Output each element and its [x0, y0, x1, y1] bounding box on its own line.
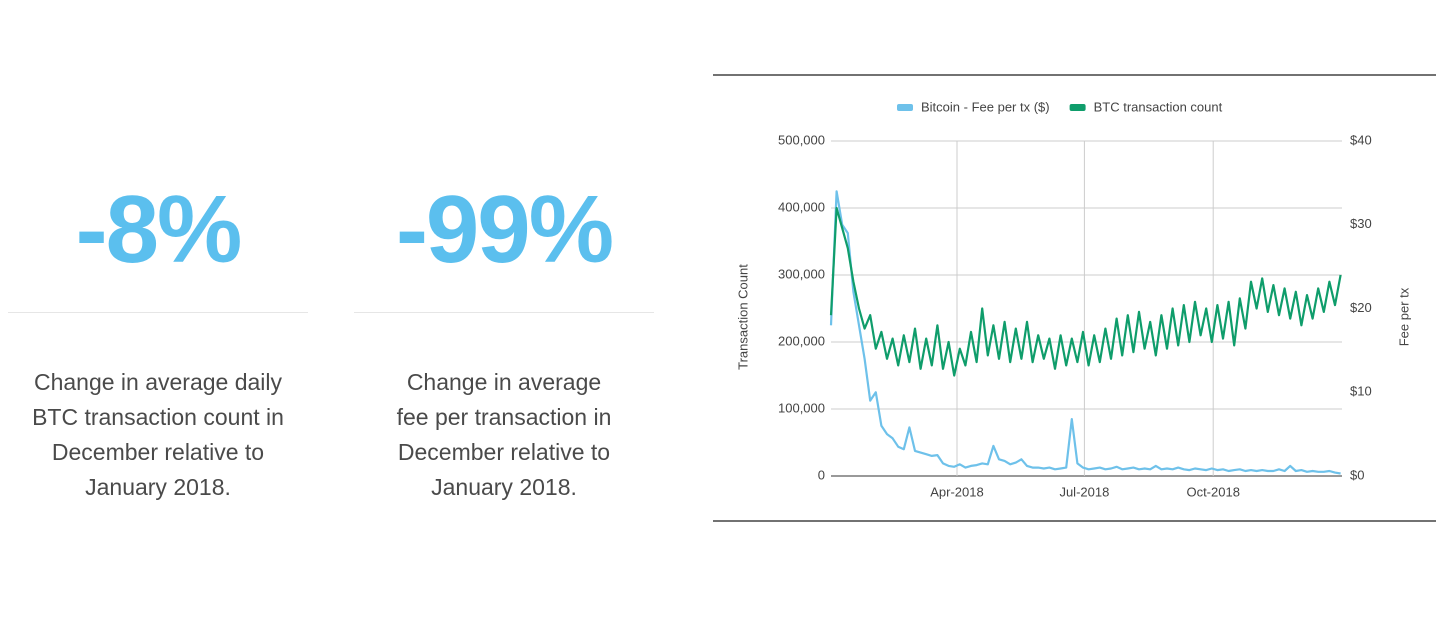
y-tick-label: 100,000 [778, 400, 825, 415]
divider [8, 312, 308, 313]
y-tick-label: 300,000 [778, 266, 825, 281]
y-axis-title: Transaction Count [735, 264, 750, 370]
legend-label: BTC transaction count [1094, 99, 1223, 114]
y2-tick-label: $0 [1350, 467, 1364, 482]
y-tick-label: 400,000 [778, 199, 825, 214]
y2-tick-label: $20 [1350, 300, 1372, 315]
stat-value: -99% [395, 176, 614, 283]
y2-tick-label: $10 [1350, 384, 1372, 399]
y2-tick-label: $30 [1350, 216, 1372, 231]
stat-card: -8% Change in average daily BTC transact… [8, 170, 308, 505]
y-tick-label: 0 [818, 467, 825, 482]
x-tick-label: Oct-2018 [1186, 484, 1239, 499]
stat-value: -8% [75, 176, 243, 283]
divider [354, 312, 654, 313]
y-tick-label: 200,000 [778, 333, 825, 348]
y-tick-label: 500,000 [778, 132, 825, 147]
stat-caption: Change in average fee per transaction in… [396, 369, 612, 500]
stat-card: -99% Change in average fee per transacti… [354, 170, 654, 505]
legend-label: Bitcoin - Fee per tx ($) [921, 99, 1050, 114]
y2-tick-label: $40 [1350, 132, 1372, 147]
y2-axis-title: Fee per tx [1396, 287, 1411, 346]
series-line [829, 206, 1342, 377]
x-tick-label: Jul-2018 [1059, 484, 1109, 499]
legend-swatch [897, 104, 913, 111]
series-line [829, 190, 1341, 475]
stat-caption: Change in average daily BTC transaction … [32, 369, 284, 500]
legend-swatch [1069, 104, 1086, 111]
x-tick-label: Apr-2018 [930, 484, 983, 499]
